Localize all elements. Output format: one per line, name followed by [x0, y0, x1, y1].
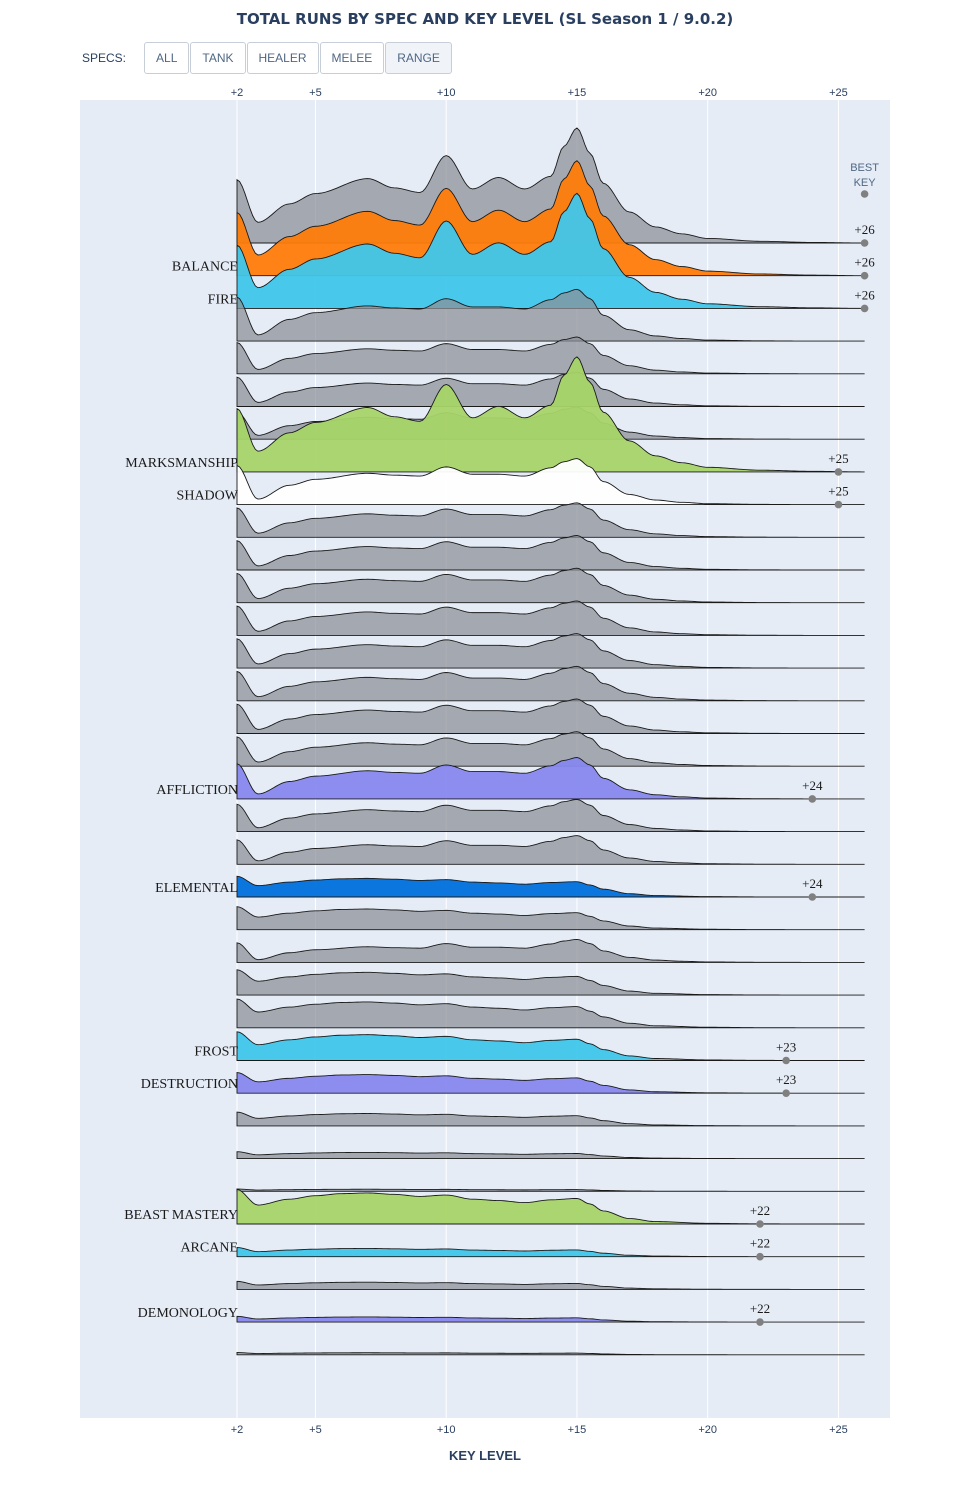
- ridge-balance: [236, 160, 865, 277]
- best-key-marker: [834, 500, 843, 509]
- best-key-label: +23: [776, 1040, 796, 1055]
- ridge-spec-21: [236, 906, 865, 931]
- best-key-marker: [756, 1220, 764, 1228]
- ridge-spec-5: [236, 371, 865, 407]
- best-key-header-marker: [860, 190, 869, 198]
- best-key-marker: [860, 239, 869, 247]
- best-key-marker: [756, 1318, 764, 1326]
- ridge-spec-4: [236, 336, 865, 375]
- ridge-spec-3: [236, 288, 865, 342]
- ridge-spec-0: [236, 127, 865, 244]
- best-key-marker: [756, 1252, 764, 1261]
- ridge-spec-10: [236, 535, 865, 571]
- ridge-elemental: [236, 875, 865, 898]
- best-key-title: KEY: [854, 177, 877, 189]
- ridge-spec-18: [236, 798, 865, 833]
- ridge-spec-19: [236, 835, 865, 865]
- best-key-label: +26: [854, 255, 875, 270]
- best-key-label: +26: [854, 287, 875, 302]
- best-key-label: +22: [750, 1301, 770, 1316]
- best-key-label: +24: [802, 876, 823, 891]
- ridge-spec-27: [236, 1111, 865, 1127]
- best-key-label: +24: [802, 778, 823, 793]
- ridge-spec-29: [236, 1188, 865, 1192]
- spec-label: FROST: [194, 1045, 238, 1060]
- x-tick-label-bottom: +5: [309, 1424, 322, 1436]
- spec-labels: BALANCE FIRE MARKSMANSHIP SHADOW AFFLICTION E…: [124, 260, 238, 1321]
- ridge-spec-32: [236, 1280, 865, 1290]
- ridge-spec-12: [236, 600, 865, 636]
- spec-label: ELEMENTAL: [155, 881, 238, 896]
- ridges: [236, 127, 865, 1356]
- ridge-spec-16: [236, 731, 865, 767]
- best-key-marker: [860, 271, 869, 280]
- ridge-marksmanship: [236, 356, 865, 473]
- best-key-marker: [808, 893, 817, 901]
- ridge-spec-9: [236, 502, 865, 538]
- best-key-marker: [834, 468, 843, 476]
- x-tick-label-top: +5: [309, 87, 322, 99]
- ridge-shadow: [236, 458, 865, 506]
- best-key-label: +23: [776, 1072, 796, 1087]
- ridge-spec-14: [236, 665, 865, 702]
- spec-label: SHADOW: [177, 489, 239, 504]
- spec-label: BALANCE: [172, 260, 238, 275]
- filter-melee-button[interactable]: MELEE: [319, 42, 385, 74]
- best-key-marker: [808, 795, 817, 803]
- filter-all-button[interactable]: ALL: [144, 42, 190, 74]
- spec-label: ARCANE: [180, 1241, 238, 1256]
- ridge-spec-15: [236, 698, 865, 734]
- chart-title: TOTAL RUNS BY SPEC AND KEY LEVEL (SL Sea…: [236, 10, 734, 28]
- best-key-marker: [860, 304, 869, 313]
- spec-filter-label: SPECS:: [82, 51, 127, 65]
- filter-tank-button[interactable]: TANK: [190, 42, 246, 74]
- best-key-title: BEST: [850, 162, 879, 174]
- x-tick-label-top: +10: [437, 87, 456, 99]
- spec-label: FIRE: [208, 292, 238, 307]
- x-tick-label-bottom: +25: [829, 1424, 848, 1436]
- ridge-spec-23: [236, 969, 865, 996]
- best-key-label: +22: [750, 1236, 770, 1251]
- best-key-label: +25: [828, 451, 848, 466]
- ridge-frost: [236, 1031, 865, 1061]
- ridge-destruction: [236, 1071, 865, 1094]
- ridge-spec-13: [236, 633, 865, 669]
- x-axis-title: KEY LEVEL: [448, 1448, 521, 1463]
- filter-range-button[interactable]: RANGE: [385, 42, 452, 74]
- ridge-spec-24: [236, 998, 865, 1029]
- ridge-fire: [236, 192, 865, 309]
- x-tick-label-top: +15: [568, 87, 587, 99]
- ridge-spec-34: [236, 1352, 865, 1356]
- ridge-spec-28: [236, 1151, 865, 1160]
- best-key-label: +22: [750, 1203, 770, 1218]
- spec-label: MARKSMANSHIP: [125, 456, 238, 471]
- spec-filter: SPECS: ALL TANK HEALER MELEE RANGE: [82, 41, 453, 75]
- best-key-label: +25: [828, 484, 848, 499]
- spec-filter-buttons: ALL TANK HEALER MELEE RANGE: [144, 42, 453, 74]
- best-key-marker: [782, 1089, 790, 1097]
- x-tick-label-bottom: +10: [437, 1424, 456, 1436]
- best-key-markers: BEST KEY +26 +26 +26 +25 +25 +24 +24 +23 +23 +22 +22…: [750, 162, 879, 1326]
- spec-label: AFFLICTION: [156, 783, 238, 798]
- spec-label: DESTRUCTION: [141, 1077, 238, 1092]
- ridge-affliction: [236, 757, 865, 800]
- spec-label: BEAST MASTERY: [124, 1208, 238, 1223]
- spec-label: DEMONOLOGY: [138, 1306, 238, 1321]
- x-tick-label-top: +20: [698, 87, 717, 99]
- x-tick-label-top: +2: [231, 87, 244, 99]
- x-tick-label-bottom: +15: [568, 1424, 587, 1436]
- ridge-spec-11: [236, 567, 865, 604]
- x-axis-ticks: +2 +2 +5 +5 +10 +10 +15 +15 +20 +20 +25 +25: [231, 87, 848, 1436]
- best-key-marker: [782, 1056, 790, 1065]
- best-key-label: +26: [854, 222, 875, 237]
- filter-healer-button[interactable]: HEALER: [246, 42, 319, 74]
- x-tick-label-bottom: +2: [231, 1424, 244, 1436]
- x-tick-label-bottom: +20: [698, 1424, 717, 1436]
- ridge-spec-22: [236, 938, 865, 963]
- x-tick-label-top: +25: [829, 87, 848, 99]
